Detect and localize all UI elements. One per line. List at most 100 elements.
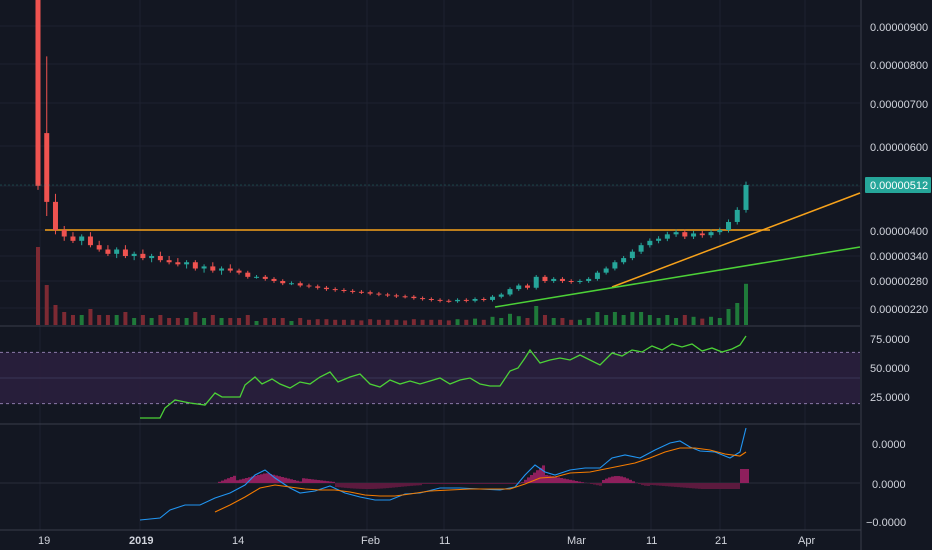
- candle-body[interactable]: [332, 289, 338, 291]
- candle-body[interactable]: [175, 262, 181, 265]
- candle-body[interactable]: [70, 236, 76, 241]
- candle-body[interactable]: [306, 285, 312, 287]
- candle-body[interactable]: [568, 281, 574, 282]
- candle-body[interactable]: [280, 281, 286, 284]
- macd-line[interactable]: [139, 427, 747, 521]
- candle-body[interactable]: [551, 278, 557, 281]
- candle-body[interactable]: [656, 238, 662, 241]
- candle-body[interactable]: [131, 253, 137, 256]
- candle-body[interactable]: [52, 201, 58, 230]
- right-price-axis[interactable]: 0.00000900 0.00000800 0.00000700 0.00000…: [860, 0, 932, 550]
- candle-body[interactable]: [122, 249, 128, 257]
- candle-body[interactable]: [393, 295, 399, 297]
- candle-body[interactable]: [673, 232, 679, 235]
- candle-body[interactable]: [594, 272, 600, 279]
- candle-body[interactable]: [315, 286, 321, 288]
- candle-body[interactable]: [297, 283, 303, 286]
- candle-body[interactable]: [577, 281, 583, 282]
- trendline-green[interactable]: [494, 246, 861, 308]
- candle-body[interactable]: [140, 253, 146, 259]
- candle-body[interactable]: [717, 230, 723, 233]
- candle-body[interactable]: [629, 251, 635, 259]
- trendline-orange[interactable]: [611, 192, 861, 288]
- candle-body[interactable]: [184, 262, 190, 265]
- candle-body[interactable]: [726, 221, 732, 230]
- candle-body[interactable]: [463, 299, 469, 301]
- candle-body[interactable]: [201, 266, 207, 269]
- candle-body[interactable]: [35, 0, 41, 186]
- candle-body[interactable]: [428, 299, 434, 300]
- macd-histogram-bar: [332, 481, 335, 483]
- candle-body[interactable]: [105, 249, 111, 254]
- candle-body[interactable]: [323, 287, 329, 290]
- candle-body[interactable]: [682, 232, 688, 237]
- macd-histogram-bar: [686, 483, 689, 488]
- candle-body[interactable]: [358, 291, 364, 293]
- macd-histogram-bar: [227, 478, 230, 483]
- candle-body[interactable]: [437, 299, 443, 301]
- candle-body[interactable]: [647, 240, 653, 246]
- candle-body[interactable]: [490, 296, 496, 300]
- rsi-line[interactable]: [140, 335, 747, 419]
- candle-body[interactable]: [402, 296, 408, 298]
- volume-bar: [280, 318, 285, 325]
- candle-body[interactable]: [262, 276, 268, 279]
- macd-histogram-bar: [314, 479, 317, 483]
- candle-body[interactable]: [472, 299, 478, 301]
- candle-body[interactable]: [245, 272, 251, 277]
- candle-body[interactable]: [708, 232, 714, 236]
- candle-body[interactable]: [79, 236, 85, 241]
- candle-body[interactable]: [516, 285, 522, 290]
- candle-body[interactable]: [166, 260, 172, 263]
- candle-body[interactable]: [227, 268, 233, 271]
- candle-body[interactable]: [254, 276, 260, 278]
- candle-body[interactable]: [236, 270, 242, 273]
- candle-body[interactable]: [533, 276, 539, 288]
- candle-body[interactable]: [385, 294, 391, 296]
- candle-body[interactable]: [192, 262, 198, 269]
- candle-body[interactable]: [157, 256, 163, 261]
- candle-body[interactable]: [603, 268, 609, 273]
- rsi-panel[interactable]: [0, 335, 860, 419]
- candle-body[interactable]: [734, 209, 740, 222]
- candle-body[interactable]: [621, 258, 627, 263]
- macd-histogram-bar: [524, 479, 527, 483]
- macd-histogram-bar: [545, 475, 548, 483]
- candle-body[interactable]: [420, 298, 426, 300]
- candle-body[interactable]: [638, 245, 644, 252]
- candle-body[interactable]: [664, 234, 670, 239]
- candle-body[interactable]: [341, 290, 347, 291]
- candle-body[interactable]: [87, 236, 93, 246]
- candle-body[interactable]: [743, 185, 749, 210]
- candle-body[interactable]: [542, 276, 548, 281]
- price-panel[interactable]: [0, 0, 861, 325]
- candle-body[interactable]: [507, 289, 513, 295]
- macd-signal-line[interactable]: [214, 447, 747, 513]
- candle-body[interactable]: [699, 233, 705, 236]
- candle-body[interactable]: [61, 230, 67, 237]
- candle-body[interactable]: [498, 294, 504, 297]
- candle-body[interactable]: [114, 249, 120, 254]
- candle-body[interactable]: [446, 300, 452, 302]
- candle-body[interactable]: [411, 296, 417, 299]
- candle-body[interactable]: [219, 268, 225, 271]
- candle-body[interactable]: [210, 266, 216, 271]
- candle-body[interactable]: [271, 278, 277, 281]
- candle-body[interactable]: [376, 293, 382, 295]
- candle-body[interactable]: [559, 278, 565, 281]
- date-axis[interactable]: 19 2019 14 Feb 11 Mar 11 21 Apr: [0, 529, 861, 547]
- candle-body[interactable]: [586, 278, 592, 281]
- candle-body[interactable]: [524, 285, 530, 288]
- candle-body[interactable]: [288, 283, 294, 285]
- candle-body[interactable]: [691, 233, 697, 237]
- candle-body[interactable]: [96, 245, 102, 250]
- candle-body[interactable]: [350, 290, 356, 292]
- candle-body[interactable]: [367, 292, 373, 294]
- candle-body[interactable]: [149, 256, 155, 259]
- macd-panel[interactable]: [0, 427, 860, 521]
- candle-body[interactable]: [481, 299, 487, 300]
- candle-body[interactable]: [44, 133, 50, 202]
- candle-body[interactable]: [455, 299, 461, 302]
- candle-body[interactable]: [612, 262, 618, 269]
